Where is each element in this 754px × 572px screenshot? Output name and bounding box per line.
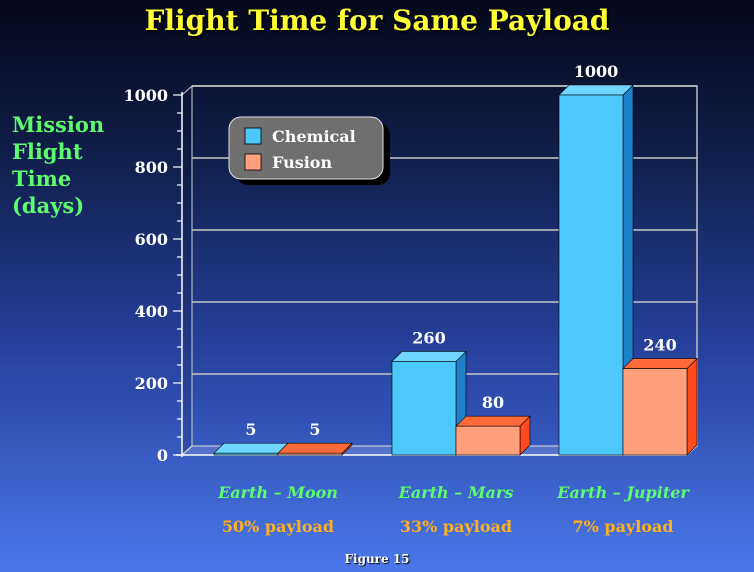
data-label: 5 — [309, 420, 320, 439]
bar-top — [213, 442, 289, 454]
plot-side-wall — [181, 84, 193, 457]
legend-label: Chemical — [272, 127, 356, 146]
bar — [558, 94, 624, 456]
legend-swatch — [244, 153, 262, 171]
data-label: 1000 — [574, 62, 619, 81]
legend-label: Fusion — [272, 153, 332, 172]
bar-top — [558, 84, 634, 96]
y-axis-label-line: (days) — [12, 193, 85, 218]
y-tick-label: 1000 — [123, 86, 168, 105]
y-tick-label: 800 — [135, 158, 168, 177]
bar-top — [455, 415, 531, 427]
legend-box — [228, 116, 384, 180]
x-sublabel: 50% payload — [222, 517, 334, 536]
bar — [213, 452, 279, 456]
bar — [391, 361, 457, 456]
bar-top — [622, 358, 698, 369]
y-tick-label: 600 — [135, 230, 168, 249]
y-tick-label: 0 — [157, 446, 168, 465]
x-sublabel: 33% payload — [400, 517, 512, 536]
bar — [622, 368, 688, 456]
legend-swatch — [244, 127, 262, 145]
y-tick-label: 400 — [135, 302, 168, 321]
bar — [455, 425, 521, 456]
x-category-label: Earth – Mars — [398, 483, 514, 502]
y-axis-label-line: Mission — [12, 112, 105, 137]
x-category-label: Earth – Moon — [217, 483, 338, 502]
y-axis-label-line: Flight — [12, 139, 83, 164]
x-sublabel: 7% payload — [572, 517, 673, 536]
x-category-label: Earth – Jupiter — [556, 483, 690, 502]
legend: Chemical Fusion — [228, 116, 390, 185]
y-axis-label-line: Time — [12, 166, 72, 191]
chart-title: Flight Time for Same Payload — [144, 4, 610, 37]
bar — [277, 452, 343, 456]
bar-side — [686, 357, 698, 456]
figure-caption: Figure 15 — [344, 552, 410, 566]
bar-top — [277, 442, 353, 454]
y-axis-label: Mission Flight Time (days) — [12, 111, 104, 219]
data-label: 5 — [245, 420, 256, 439]
bar-top — [391, 351, 467, 362]
y-tick-label: 200 — [135, 374, 168, 393]
data-label: 240 — [643, 336, 676, 355]
data-label: 260 — [412, 328, 445, 347]
data-label: 80 — [482, 393, 504, 412]
